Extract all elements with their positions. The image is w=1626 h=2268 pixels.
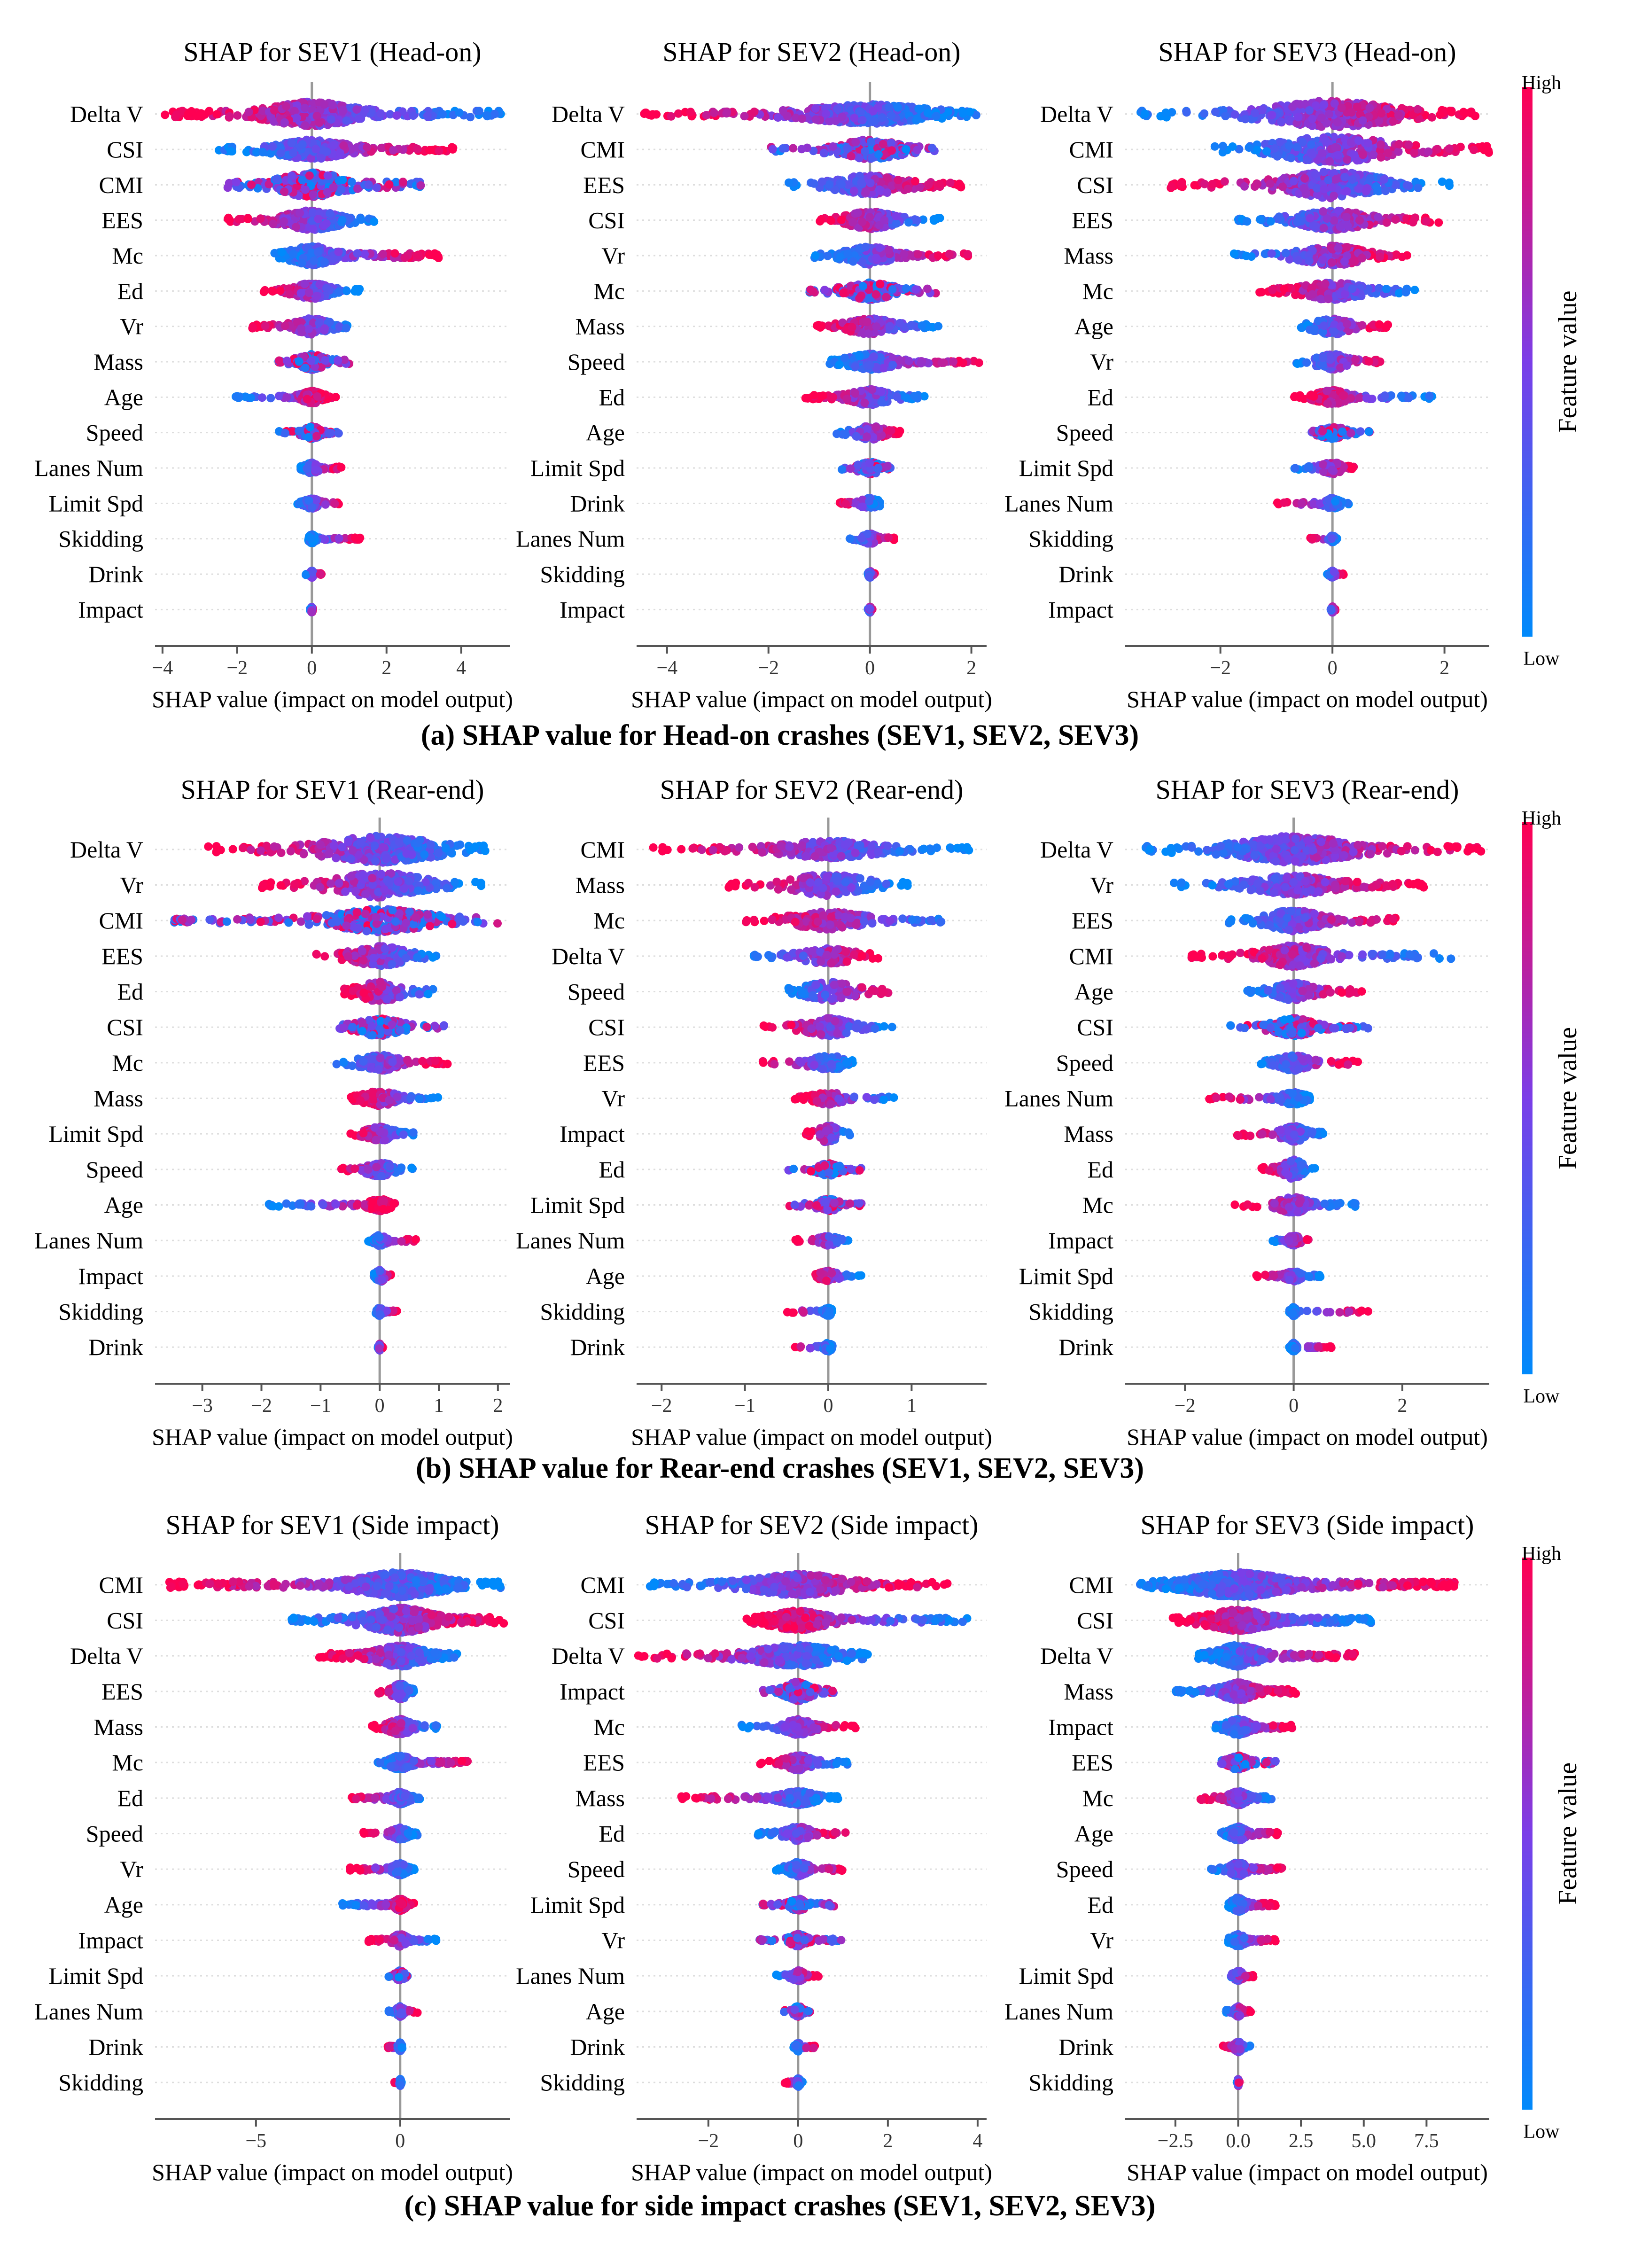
shap-point [224, 183, 232, 192]
feature-label: Ed [117, 278, 143, 304]
figure-row-1: SHAP for SEV1 (Head-on) Delta V CSI CMI EES M… [34, 37, 1582, 751]
chart-panel-1-1: SHAP for SEV1 (Head-on) Delta V CSI CMI EES M… [34, 37, 513, 712]
shap-point [301, 104, 309, 112]
shap-point [161, 110, 169, 119]
shap-point [226, 147, 235, 156]
chart-title: SHAP for SEV1 (Head-on) [183, 37, 481, 67]
shap-point [336, 148, 344, 157]
shap-point [449, 144, 457, 152]
beeswarm-csi [215, 136, 457, 163]
shap-point [455, 109, 464, 117]
feature-label: Impact [78, 596, 143, 623]
shap-point [339, 141, 348, 150]
feature-label: Limit Spd [49, 490, 143, 516]
shap-point [280, 187, 288, 196]
shap-figure: SHAP for SEV1 (Head-on) Delta V CSI CMI EES M… [0, 0, 1626, 2268]
shap-point [315, 118, 324, 127]
shap-point [348, 178, 356, 186]
shap-point [483, 112, 491, 120]
shap-point [233, 111, 241, 120]
feature-label: Skidding [58, 526, 143, 552]
shap-point [339, 107, 347, 116]
shap-point [328, 101, 337, 109]
feature-label: Age [104, 384, 143, 410]
shap-point [435, 147, 443, 155]
feature-label: Speed [86, 420, 143, 446]
shap-point [329, 183, 338, 192]
shap-point [352, 105, 361, 114]
shap-point [268, 142, 277, 151]
feature-label: Lanes Num [34, 455, 143, 481]
feature-label: Vr [120, 313, 143, 340]
feature-label: Mass [93, 349, 143, 375]
shap-point [417, 181, 425, 190]
shap-point [270, 106, 279, 115]
shap-point [276, 149, 285, 157]
shap-point [272, 175, 280, 183]
shap-point [365, 180, 373, 189]
shap-point [376, 109, 385, 118]
shap-point [301, 186, 310, 194]
shap-point [311, 145, 320, 153]
feature-label: CMI [99, 171, 143, 198]
shap-point [355, 115, 363, 123]
shap-point [373, 183, 381, 192]
shap-point [309, 191, 318, 199]
shap-point [377, 144, 386, 152]
shap-point [193, 112, 201, 120]
shap-point [245, 108, 253, 116]
feature-label: Delta V [70, 101, 143, 127]
shap-point [282, 102, 290, 110]
shap-point [317, 154, 326, 163]
shap-point [288, 171, 296, 180]
shap-point [413, 145, 422, 153]
shap-point [232, 178, 241, 187]
feature-label: CSI [107, 136, 143, 163]
shap-point [385, 180, 394, 189]
shap-point [212, 110, 221, 118]
shap-point [226, 112, 234, 121]
shap-point [409, 111, 418, 120]
shap-point [173, 110, 181, 119]
feature-label: EES [101, 207, 143, 234]
shap-point [337, 185, 345, 194]
shap-point [425, 146, 434, 155]
feature-label: Drink [88, 561, 143, 587]
shap-point [466, 113, 475, 121]
shap-point [298, 140, 307, 148]
shap-point [389, 146, 397, 155]
shap-point [247, 180, 256, 189]
shap-point [399, 178, 407, 186]
shap-point [327, 115, 335, 124]
shap-point [305, 171, 314, 180]
shap-point [205, 107, 213, 115]
shap-point [392, 111, 401, 120]
shap-point [258, 148, 267, 156]
shap-point [289, 148, 297, 157]
shap-point [288, 139, 296, 147]
shap-point [438, 110, 446, 118]
beeswarm-delta-v [161, 98, 505, 130]
shap-point [298, 176, 307, 184]
shap-point [293, 114, 301, 122]
shap-point [475, 107, 483, 115]
shap-point [342, 117, 351, 125]
shap-point [320, 100, 329, 109]
shap-point [338, 176, 347, 184]
feature-label: Mc [112, 242, 143, 269]
shap-point [329, 141, 338, 149]
shap-point [322, 148, 331, 156]
shap-point [490, 110, 499, 118]
beeswarm-cmi [224, 169, 425, 201]
beeswarm-ees [224, 207, 378, 234]
shap-point [423, 111, 432, 120]
shap-point [301, 121, 310, 130]
shap-point [280, 118, 289, 127]
shap-point [363, 143, 371, 151]
shap-point [324, 171, 332, 180]
